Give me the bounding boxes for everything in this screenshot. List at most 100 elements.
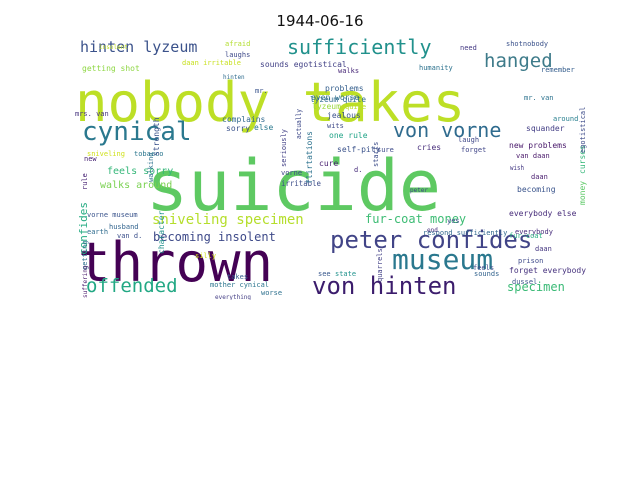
word-specimen: specimen — [507, 280, 565, 294]
word-walks-around: walks around — [100, 180, 172, 191]
word-seriously: seriously — [280, 129, 288, 167]
word-character: character — [157, 210, 166, 254]
word-even-worse: even worse — [311, 93, 359, 102]
word-hinten: hinten — [223, 74, 245, 81]
word-peter-confides: peter confides — [330, 226, 532, 254]
word-cynical: cynical — [82, 117, 192, 147]
word-forget-everybody: forget everybody — [509, 266, 586, 275]
word-rule: rule — [81, 173, 89, 190]
word-around: around — [553, 115, 578, 123]
word-laugh: laugh — [458, 136, 479, 144]
word-suffering: suffering — [82, 265, 89, 298]
word-everybody: everybody — [515, 228, 553, 236]
word-daan: daan — [531, 173, 548, 181]
word-forget: forget — [461, 146, 486, 154]
word-takes: takes — [227, 273, 248, 281]
word-fur-coat-money: fur-coat money — [365, 212, 466, 226]
word-wits: wits — [327, 122, 344, 130]
word-insolent: insolent — [99, 44, 128, 51]
word-vorne: vorne — [281, 169, 302, 177]
word-prison: prison — [518, 257, 543, 265]
word-need: need — [460, 44, 477, 52]
word-vorne-museum: vorne museum — [87, 211, 138, 219]
word-mr-van: mr. van — [524, 94, 554, 102]
word-everybody-else: everybody else — [509, 209, 577, 218]
word-state: state — [335, 270, 356, 278]
word-hinten-lyzeum: hinten lyzeum — [80, 38, 197, 56]
word-squander: squander — [526, 124, 565, 133]
word-nobody-takes: nobody takes — [75, 71, 465, 134]
word-else: else — [254, 123, 273, 132]
word-museum: museum — [392, 243, 493, 276]
word-d: d. — [354, 166, 362, 174]
word-quite: quite — [345, 103, 366, 111]
word-thrown: thrown — [78, 231, 273, 294]
word-sniveling-specimen: sniveling specimen — [152, 212, 304, 228]
word-offended: offended — [86, 275, 178, 297]
word-confides: confides — [77, 202, 90, 255]
word-husband: husband — [109, 223, 139, 231]
word-sure: sure — [377, 146, 394, 154]
word-strength: strength — [152, 117, 161, 156]
word-hanged: hanged — [484, 50, 553, 72]
word-getting-shot: getting shot — [82, 64, 140, 73]
word-mr: mr. — [255, 87, 268, 95]
word-silly: silly — [195, 252, 216, 260]
word-curses: curses — [578, 145, 587, 174]
word-problems: problems — [325, 84, 364, 93]
word-afraid: afraid — [225, 40, 250, 48]
word-remember: remember — [541, 66, 575, 74]
word-sufficiently: sufficiently — [287, 36, 432, 59]
word-sounds-egotistical: sounds egotistical — [260, 60, 347, 69]
word-daan: daan — [535, 245, 552, 253]
word-wish: wish — [510, 164, 524, 172]
word-fur-coat: fur-coat — [509, 232, 543, 240]
word-irritable: irritable — [281, 179, 321, 188]
word-tobacco: tobacco — [134, 150, 164, 158]
word-suicide: suicide — [146, 145, 441, 227]
word-quarrels: quarrels — [376, 248, 384, 282]
word-feels-sorry: feels sorry — [107, 166, 173, 177]
word-egotistical: egotistical — [579, 107, 587, 153]
word-money: money — [578, 181, 587, 205]
word-self-pity: self-pity — [337, 145, 381, 154]
word-everything: everything — [215, 294, 251, 300]
chart-title: 1944-06-16 — [276, 12, 364, 30]
word-sorry: sorry — [226, 124, 250, 133]
word-starts: starts — [372, 142, 380, 167]
word-see: see — [318, 270, 331, 278]
word-shotnobody: shotnobody — [506, 40, 548, 48]
word-jealous: jealous — [327, 111, 361, 120]
word-daan-irritable: daan irritable — [182, 59, 241, 67]
word-von-hinten: von hinten — [312, 272, 457, 300]
word-van-daan: van daan — [516, 152, 550, 160]
word-earth: earth — [87, 228, 108, 236]
word-becoming: becoming — [517, 185, 556, 194]
word-yes: yes — [447, 217, 460, 225]
word-feels: feels — [473, 264, 494, 272]
word-respond-sufficiently: respond sufficiently — [423, 229, 507, 237]
word-one-rule: one rule — [329, 131, 368, 140]
word-cries: cries — [417, 143, 441, 152]
word-von-vorne: von vorne — [393, 118, 501, 142]
word-becoming-insolent: becoming insolent — [153, 230, 276, 244]
word-sniveling: sniveling — [87, 150, 125, 158]
word-dussel: dussel — [512, 278, 537, 286]
word-end: end — [427, 227, 438, 234]
word-getting: getting — [81, 240, 89, 270]
word-mrs-van: mrs. van — [75, 110, 109, 118]
word-walks: walks — [338, 67, 359, 75]
word-flirtations: flirtations — [305, 131, 314, 184]
word-cure: cure — [319, 159, 338, 168]
word-laughs: laughs — [225, 51, 250, 59]
word-sounds: sounds — [474, 270, 499, 278]
word-lyzeum-quite: lyzeum quite — [310, 95, 366, 104]
word-mother-cynical: mother cynical — [210, 281, 269, 289]
word-actually: actually — [295, 109, 303, 139]
word-lyzeum: lyzeum — [312, 102, 341, 111]
word-worse: worse — [261, 289, 282, 297]
word-peter: peter — [410, 187, 428, 194]
word-new: new — [84, 155, 97, 163]
word-walking: walking — [147, 152, 155, 182]
